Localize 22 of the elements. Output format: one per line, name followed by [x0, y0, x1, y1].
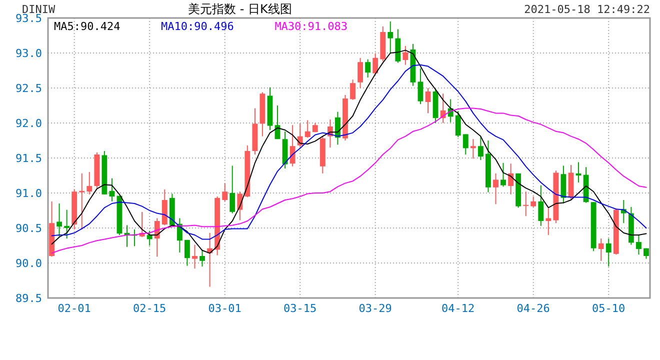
text: MA30:91.083 — [274, 20, 348, 33]
text: MA5:90.424 — [54, 20, 121, 33]
x-tick-label: 03-01 — [208, 302, 242, 315]
x-tick-label: 05-10 — [592, 302, 626, 315]
y-tick-label: 91.0 — [16, 187, 42, 200]
text: 2021-05-18 12:49:22 — [524, 3, 650, 16]
x-tick-label: 03-29 — [358, 302, 392, 315]
x-tick-label: 02-01 — [58, 302, 91, 315]
chart-title: 美元指数 - 日K线图 — [188, 2, 292, 16]
y-tick-label: 90.5 — [16, 222, 42, 235]
x-tick-label: 04-12 — [442, 302, 475, 315]
x-tick-label: 02-15 — [133, 302, 166, 315]
x-tick-label: 03-15 — [284, 302, 317, 315]
y-tick-label: 91.5 — [16, 152, 42, 165]
y-tick-label: 89.5 — [16, 292, 42, 305]
y-tick-label: 90.0 — [16, 257, 42, 270]
y-tick-label: 93.5 — [16, 12, 42, 25]
y-tick-label: 92.5 — [16, 82, 42, 95]
text: MA10:90.496 — [161, 20, 234, 33]
y-tick-label: 93.0 — [16, 47, 42, 60]
x-tick-label: 04-26 — [516, 302, 550, 315]
y-tick-label: 92.0 — [16, 117, 42, 130]
